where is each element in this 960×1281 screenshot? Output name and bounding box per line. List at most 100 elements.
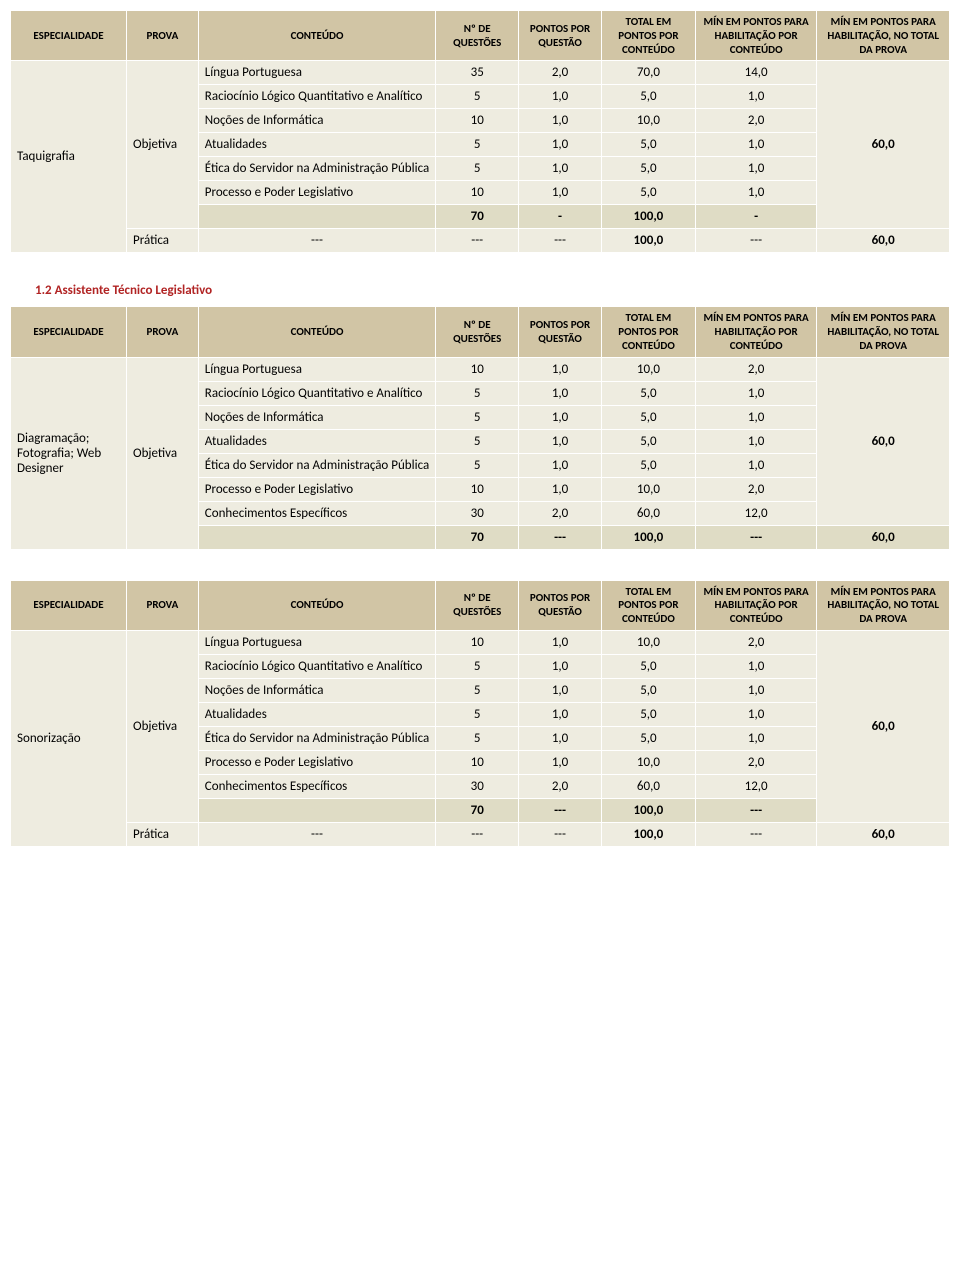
- prova-pratica: Prática: [126, 822, 198, 846]
- nq-cell: 5: [436, 678, 519, 702]
- col-pontos-questao: PONTOS POR QUESTÃO: [519, 580, 602, 630]
- conteudo-cell: Noções de Informática: [198, 109, 436, 133]
- table-row: Sonorização Objetiva Língua Portuguesa 1…: [11, 630, 950, 654]
- col-n-questoes: Nº DE QUESTÕES: [436, 580, 519, 630]
- tot-cell: 5,0: [601, 133, 695, 157]
- pratica-pp: ---: [519, 822, 602, 846]
- col-prova: PROVA: [126, 11, 198, 61]
- subtotal-min: ---: [695, 525, 817, 549]
- nq-cell: 35: [436, 61, 519, 85]
- conteudo-cell: Ética do Servidor na Administração Públi…: [198, 157, 436, 181]
- tot-cell: 5,0: [601, 726, 695, 750]
- nq-cell: 5: [436, 157, 519, 181]
- tot-cell: 5,0: [601, 429, 695, 453]
- tot-cell: 60,0: [601, 774, 695, 798]
- tot-cell: 10,0: [601, 109, 695, 133]
- tot-cell: 5,0: [601, 381, 695, 405]
- min-cell: 2,0: [695, 357, 817, 381]
- pratica-min-total: 60,0: [817, 822, 950, 846]
- conteudo-cell: Atualidades: [198, 133, 436, 157]
- tot-cell: 5,0: [601, 157, 695, 181]
- conteudo-cell: Raciocínio Lógico Quantitativo e Analíti…: [198, 654, 436, 678]
- col-especialidade: ESPECIALIDADE: [11, 580, 127, 630]
- pratica-tot: 100,0: [601, 229, 695, 253]
- min-total-cell: 60,0: [817, 357, 950, 525]
- table-assistente: ESPECIALIDADE PROVA CONTEÚDO Nº DE QUEST…: [10, 306, 950, 549]
- table-taquigrafia: ESPECIALIDADE PROVA CONTEÚDO Nº DE QUEST…: [10, 10, 950, 253]
- min-cell: 1,0: [695, 702, 817, 726]
- min-cell: 1,0: [695, 181, 817, 205]
- prova-cell: Objetiva: [126, 630, 198, 822]
- tot-cell: 5,0: [601, 405, 695, 429]
- table-header-row: ESPECIALIDADE PROVA CONTEÚDO Nº DE QUEST…: [11, 307, 950, 357]
- col-n-questoes: Nº DE QUESTÕES: [436, 11, 519, 61]
- pratica-c: ---: [198, 229, 436, 253]
- pp-cell: 1,0: [519, 405, 602, 429]
- min-cell: 1,0: [695, 726, 817, 750]
- prova-cell: Objetiva: [126, 357, 198, 549]
- col-especialidade: ESPECIALIDADE: [11, 11, 127, 61]
- col-pontos-questao: PONTOS POR QUESTÃO: [519, 11, 602, 61]
- especialidade-cell: Sonorização: [11, 630, 127, 846]
- pp-cell: 1,0: [519, 429, 602, 453]
- col-min-conteudo: MÍN EM PONTOS PARA HABILITAÇÃO POR CONTE…: [695, 11, 817, 61]
- tot-cell: 5,0: [601, 85, 695, 109]
- section-heading: 1.2 Assistente Técnico Legislativo: [35, 283, 950, 298]
- pp-cell: 1,0: [519, 654, 602, 678]
- nq-cell: 5: [436, 85, 519, 109]
- pratica-nq: ---: [436, 822, 519, 846]
- empty-cell: [198, 205, 436, 229]
- col-conteudo: CONTEÚDO: [198, 580, 436, 630]
- col-total-pontos: TOTAL EM PONTOS POR CONTEÚDO: [601, 307, 695, 357]
- col-total-pontos: TOTAL EM PONTOS POR CONTEÚDO: [601, 580, 695, 630]
- table-header-row: ESPECIALIDADE PROVA CONTEÚDO Nº DE QUEST…: [11, 11, 950, 61]
- pratica-min: ---: [695, 229, 817, 253]
- table-sonorizacao: ESPECIALIDADE PROVA CONTEÚDO Nº DE QUEST…: [10, 580, 950, 847]
- min-cell: 2,0: [695, 477, 817, 501]
- min-cell: 2,0: [695, 109, 817, 133]
- tot-cell: 70,0: [601, 61, 695, 85]
- nq-cell: 5: [436, 654, 519, 678]
- min-total-cell: 60,0: [817, 61, 950, 229]
- pp-cell: 2,0: [519, 501, 602, 525]
- col-conteudo: CONTEÚDO: [198, 11, 436, 61]
- conteudo-cell: Conhecimentos Específicos: [198, 501, 436, 525]
- pratica-min-total: 60,0: [817, 229, 950, 253]
- pratica-row: Prática --- --- --- 100,0 --- 60,0: [11, 229, 950, 253]
- conteudo-cell: Processo e Poder Legislativo: [198, 477, 436, 501]
- subtotal-min: ---: [695, 798, 817, 822]
- pp-cell: 1,0: [519, 357, 602, 381]
- pp-cell: 1,0: [519, 109, 602, 133]
- min-cell: 2,0: [695, 630, 817, 654]
- nq-cell: 5: [436, 405, 519, 429]
- nq-cell: 10: [436, 357, 519, 381]
- tot-cell: 5,0: [601, 702, 695, 726]
- tot-cell: 5,0: [601, 181, 695, 205]
- conteudo-cell: Processo e Poder Legislativo: [198, 181, 436, 205]
- subtotal-pp: ---: [519, 798, 602, 822]
- conteudo-cell: Língua Portuguesa: [198, 630, 436, 654]
- conteudo-cell: Língua Portuguesa: [198, 357, 436, 381]
- tot-cell: 5,0: [601, 453, 695, 477]
- min-cell: 1,0: [695, 381, 817, 405]
- col-prova: PROVA: [126, 580, 198, 630]
- conteudo-cell: Noções de Informática: [198, 678, 436, 702]
- subtotal-nq: 70: [436, 798, 519, 822]
- col-n-questoes: Nº DE QUESTÕES: [436, 307, 519, 357]
- col-pontos-questao: PONTOS POR QUESTÃO: [519, 307, 602, 357]
- pratica-pp: ---: [519, 229, 602, 253]
- nq-cell: 5: [436, 453, 519, 477]
- subtotal-tot: 100,0: [601, 205, 695, 229]
- conteudo-cell: Conhecimentos Específicos: [198, 774, 436, 798]
- pratica-min: ---: [695, 822, 817, 846]
- pp-cell: 1,0: [519, 702, 602, 726]
- conteudo-cell: Ética do Servidor na Administração Públi…: [198, 726, 436, 750]
- conteudo-cell: Atualidades: [198, 702, 436, 726]
- conteudo-cell: Processo e Poder Legislativo: [198, 750, 436, 774]
- pp-cell: 1,0: [519, 157, 602, 181]
- conteudo-cell: Ética do Servidor na Administração Públi…: [198, 453, 436, 477]
- prova-pratica: Prática: [126, 229, 198, 253]
- tot-cell: 5,0: [601, 654, 695, 678]
- col-especialidade: ESPECIALIDADE: [11, 307, 127, 357]
- pp-cell: 1,0: [519, 453, 602, 477]
